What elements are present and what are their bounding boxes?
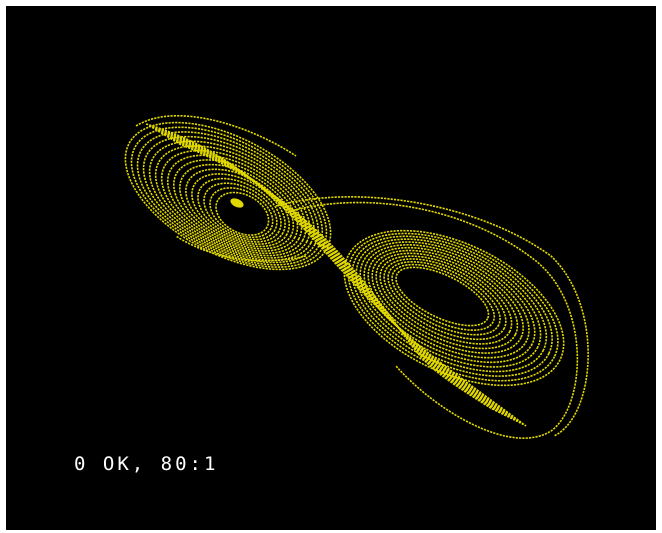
attractor-strand (209, 187, 274, 239)
attractor-strand (154, 145, 311, 259)
attractor-strand (383, 258, 507, 341)
attractor-strand (172, 159, 299, 252)
attractor-strand (185, 168, 291, 248)
attractor-strand (395, 266, 490, 327)
attractor-strand (191, 173, 286, 245)
attractor-left-focus (230, 198, 244, 208)
attractor-strand (135, 114, 297, 157)
attractor-strand (169, 137, 503, 415)
attractor-strand (203, 182, 278, 241)
status-message: 0 OK, 80:1 (74, 453, 219, 475)
attractor-strand (343, 229, 565, 387)
attractor-strand (151, 126, 521, 424)
attractor-strand (215, 191, 270, 236)
attractor-strand (290, 201, 579, 439)
attractor-strand (175, 235, 307, 262)
attractor-strand (351, 235, 553, 377)
attractor-strand (375, 252, 519, 350)
attractor-strand (179, 163, 295, 250)
attractor-strand (379, 255, 513, 345)
attractor-strand (154, 128, 518, 423)
attractor-strand (359, 241, 542, 368)
attractor-strand (142, 135, 319, 264)
attractor-strand (178, 143, 494, 411)
attractor-strand (148, 140, 315, 262)
attractor-strand (166, 154, 303, 255)
spectrum-screen: 0 OK, 80:1 (6, 6, 656, 530)
attractor-strand (367, 246, 530, 359)
attractor-strand (197, 177, 282, 243)
attractor-strand (391, 263, 496, 331)
attractor-strand (371, 249, 524, 354)
lorenz-attractor-icon (124, 114, 589, 439)
attractor-strand (387, 260, 501, 336)
attractor-strand (363, 244, 536, 364)
attractor-strand (275, 196, 589, 437)
attractor-strand (160, 149, 307, 257)
